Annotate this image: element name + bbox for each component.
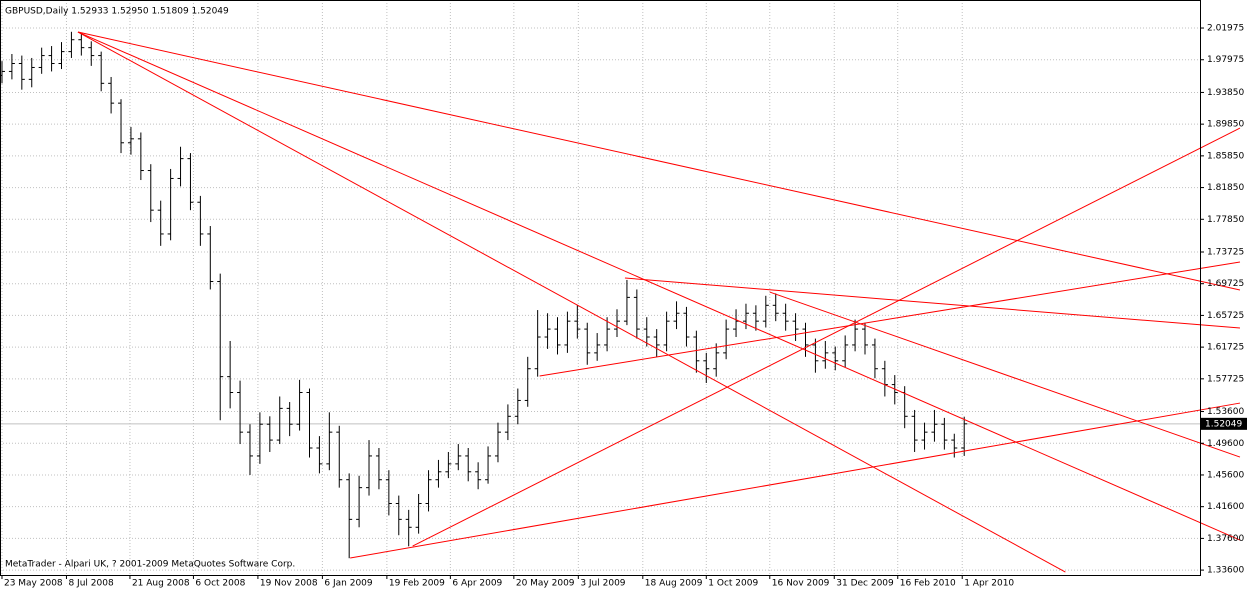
x-tick-label: 8 Jul 2008 bbox=[68, 579, 113, 589]
y-tick-label: 1.33600 bbox=[1207, 566, 1244, 576]
x-tick-label: 6 Oct 2008 bbox=[195, 579, 245, 589]
price-label: 1.52049 bbox=[1205, 419, 1242, 429]
trendline bbox=[77, 31, 1241, 541]
trendline bbox=[350, 402, 1241, 559]
trendline bbox=[412, 127, 1241, 547]
x-tick-label: 23 May 2008 bbox=[4, 579, 63, 589]
trendline bbox=[77, 31, 1241, 291]
x-tick-label: 19 Feb 2009 bbox=[389, 579, 445, 589]
y-tick-label: 1.61725 bbox=[1207, 343, 1244, 353]
x-tick-label: 1 Apr 2010 bbox=[964, 579, 1014, 589]
chart-title: GBPUSD,Daily 1.52933 1.52950 1.51809 1.5… bbox=[5, 7, 229, 17]
x-tick-label: 31 Dec 2009 bbox=[836, 579, 894, 589]
x-tick-label: 3 Jul 2009 bbox=[580, 579, 625, 589]
price-box bbox=[1201, 417, 1247, 430]
x-tick-label: 16 Nov 2009 bbox=[772, 579, 830, 589]
y-tick-label: 1.45600 bbox=[1207, 470, 1244, 480]
x-tick-label: 16 Feb 2010 bbox=[900, 579, 956, 589]
y-tick-label: 1.89850 bbox=[1207, 120, 1244, 130]
x-tick-label: 18 Aug 2009 bbox=[645, 579, 703, 589]
trendline bbox=[539, 261, 1241, 377]
plot-area bbox=[0, 31, 1241, 573]
x-tick-label: 6 Jan 2009 bbox=[324, 579, 372, 589]
grid bbox=[0, 0, 1200, 575]
trendline bbox=[624, 277, 1241, 329]
y-tick-label: 1.77850 bbox=[1207, 215, 1244, 225]
y-tick-label: 1.53600 bbox=[1207, 407, 1244, 417]
trendline bbox=[769, 291, 1241, 458]
plot-frame bbox=[0, 0, 1201, 576]
x-tick-label: 6 Apr 2009 bbox=[452, 579, 502, 589]
x-tick-label: 21 Aug 2008 bbox=[132, 579, 190, 589]
y-tick-label: 1.41600 bbox=[1207, 502, 1244, 512]
trendline bbox=[77, 31, 1066, 573]
y-tick-label: 1.49600 bbox=[1207, 439, 1244, 449]
x-tick-label: 19 Nov 2008 bbox=[260, 579, 318, 589]
y-tick-label: 1.37600 bbox=[1207, 534, 1244, 544]
y-tick-label: 1.69725 bbox=[1207, 279, 1244, 289]
copyright: MetaTrader - Alpari UK, ? 2001-2009 Meta… bbox=[5, 560, 295, 570]
y-tick-label: 1.93850 bbox=[1207, 88, 1244, 98]
x-tick-label: 20 May 2009 bbox=[516, 579, 575, 589]
y-tick-label: 1.97975 bbox=[1207, 55, 1244, 65]
y-tick-label: 1.81850 bbox=[1207, 183, 1244, 193]
y-tick-label: 1.85850 bbox=[1207, 151, 1244, 161]
y-tick-label: 1.73725 bbox=[1207, 247, 1244, 257]
y-tick-label: 2.01975 bbox=[1207, 24, 1244, 34]
y-tick-label: 1.65725 bbox=[1207, 311, 1244, 321]
y-tick-label: 1.57725 bbox=[1207, 374, 1244, 384]
axes: 2.01975 1.97975 1.93850 1.89850 1.85850 1.818… bbox=[1, 24, 1247, 589]
x-tick-label: 1 Oct 2009 bbox=[708, 579, 758, 589]
